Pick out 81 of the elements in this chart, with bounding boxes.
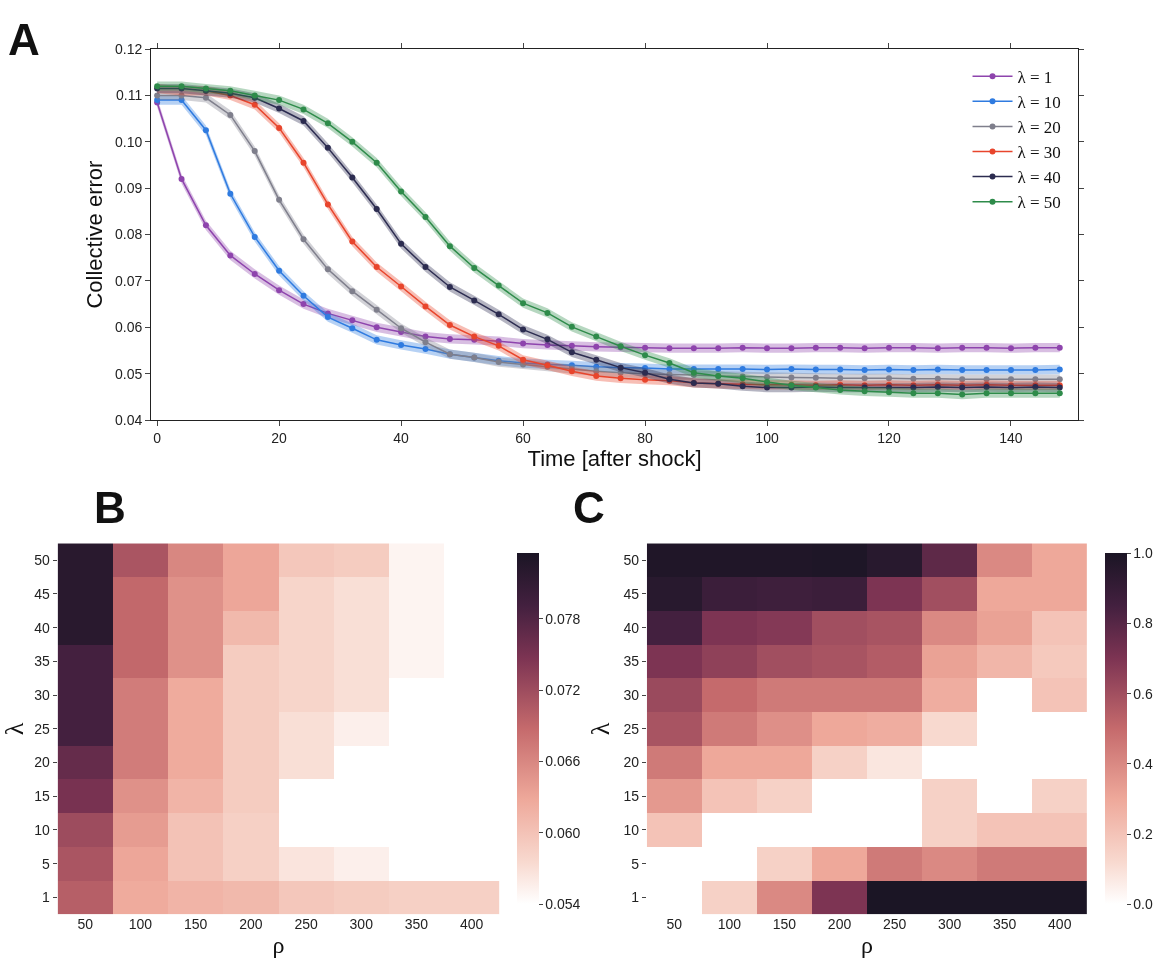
legend-label: λ = 1 bbox=[1017, 67, 1053, 87]
chart-title: A bbox=[8, 15, 40, 64]
y-tick-label: 25 bbox=[623, 720, 640, 737]
y-tick-label: 5 bbox=[631, 855, 640, 872]
x-tick-label: 100 bbox=[717, 916, 742, 933]
color-bar-label: 0.072 bbox=[545, 682, 581, 699]
x-tick-label: 40 bbox=[393, 429, 410, 446]
legend-label: λ = 20 bbox=[1017, 118, 1061, 138]
y-tick-label: 20 bbox=[623, 754, 640, 771]
x-tick-label: 150 bbox=[183, 916, 208, 933]
y-tick-label: 0.07 bbox=[114, 272, 143, 289]
y-tick-label: 10 bbox=[34, 821, 51, 838]
x-tick-label: 400 bbox=[1048, 916, 1072, 933]
y-tick-label: 35 bbox=[623, 653, 640, 670]
y-tick-label: 0.12 bbox=[114, 41, 143, 58]
x-tick-label: 400 bbox=[459, 916, 484, 933]
x-tick-label: 350 bbox=[404, 916, 429, 933]
y-tick-label: 35 bbox=[34, 653, 51, 670]
x-tick-label: 150 bbox=[772, 916, 797, 933]
color-bar-label: 0.8 bbox=[1133, 615, 1153, 632]
chart-title: C bbox=[573, 483, 605, 532]
color-bar-label: 1.0 bbox=[1133, 545, 1153, 562]
y-tick-label: 5 bbox=[42, 855, 51, 872]
y-tick-label: 15 bbox=[623, 788, 640, 805]
y-tick-label: 30 bbox=[34, 687, 51, 703]
legend-label: λ = 50 bbox=[1017, 193, 1061, 213]
y-axis-title: λ bbox=[0, 722, 29, 736]
x-tick-label: 350 bbox=[993, 916, 1017, 933]
x-tick-label: 50 bbox=[77, 916, 94, 933]
color-bar-label: 0.066 bbox=[545, 753, 581, 770]
color-bar-label: 0.060 bbox=[545, 824, 581, 841]
y-tick-label: 25 bbox=[34, 720, 51, 737]
y-tick-label: 1 bbox=[631, 889, 640, 906]
y-tick-label: 40 bbox=[623, 619, 640, 636]
y-tick-label: 45 bbox=[623, 585, 640, 602]
y-tick-label: 45 bbox=[34, 585, 51, 602]
x-tick-label: 250 bbox=[294, 916, 318, 933]
x-tick-label: 100 bbox=[755, 429, 779, 446]
x-axis-title: ρ bbox=[272, 931, 285, 958]
y-tick-label: 0.06 bbox=[114, 319, 143, 336]
x-axis-title: ρ bbox=[861, 931, 874, 958]
y-tick-label: 40 bbox=[34, 619, 51, 636]
legend-label: λ = 30 bbox=[1017, 143, 1061, 163]
x-tick-label: 200 bbox=[239, 916, 263, 933]
color-bar-label: 0.6 bbox=[1133, 685, 1153, 702]
y-tick-label: 0.10 bbox=[114, 133, 143, 150]
color-bar-label: 0.054 bbox=[545, 896, 581, 913]
color-bar-label: 0.2 bbox=[1133, 825, 1153, 842]
y-tick-label: 50 bbox=[623, 552, 640, 569]
y-tick-label: 0.05 bbox=[114, 365, 143, 382]
legend-label: λ = 40 bbox=[1017, 168, 1061, 188]
y-tick-label: 50 bbox=[34, 552, 51, 569]
y-tick-label: 20 bbox=[34, 754, 51, 771]
x-tick-label: 60 bbox=[515, 429, 532, 446]
x-tick-label: 300 bbox=[937, 916, 962, 933]
x-tick-label: 200 bbox=[827, 916, 852, 933]
color-bar-label: 0.078 bbox=[545, 610, 581, 627]
x-tick-label: 120 bbox=[877, 429, 901, 446]
y-tick-label: 0.09 bbox=[114, 180, 143, 197]
y-tick-label: 30 bbox=[623, 687, 640, 703]
y-axis-title: λ bbox=[585, 722, 615, 736]
y-tick-label: 15 bbox=[34, 788, 51, 805]
y-tick-label: 10 bbox=[623, 821, 640, 838]
x-tick-label: 80 bbox=[637, 429, 654, 446]
color-bar-label: 0.4 bbox=[1133, 755, 1153, 772]
y-axis-title: Collective error bbox=[81, 160, 107, 309]
x-tick-label: 140 bbox=[999, 429, 1023, 446]
x-tick-label: 50 bbox=[666, 916, 683, 933]
color-bar-label: 0.0 bbox=[1133, 896, 1153, 913]
y-tick-label: 0.04 bbox=[114, 411, 143, 428]
x-axis-title: Time [after shock] bbox=[527, 445, 702, 471]
legend-label: λ = 10 bbox=[1017, 92, 1061, 112]
x-tick-label: 20 bbox=[271, 429, 288, 446]
x-tick-label: 300 bbox=[349, 916, 374, 933]
chart-title: B bbox=[94, 483, 126, 532]
y-tick-label: 0.11 bbox=[116, 87, 143, 104]
x-tick-label: 0 bbox=[153, 429, 162, 446]
x-tick-label: 250 bbox=[882, 916, 907, 933]
x-tick-label: 100 bbox=[128, 916, 153, 933]
y-tick-label: 1 bbox=[42, 889, 51, 906]
y-tick-label: 0.08 bbox=[114, 226, 143, 243]
